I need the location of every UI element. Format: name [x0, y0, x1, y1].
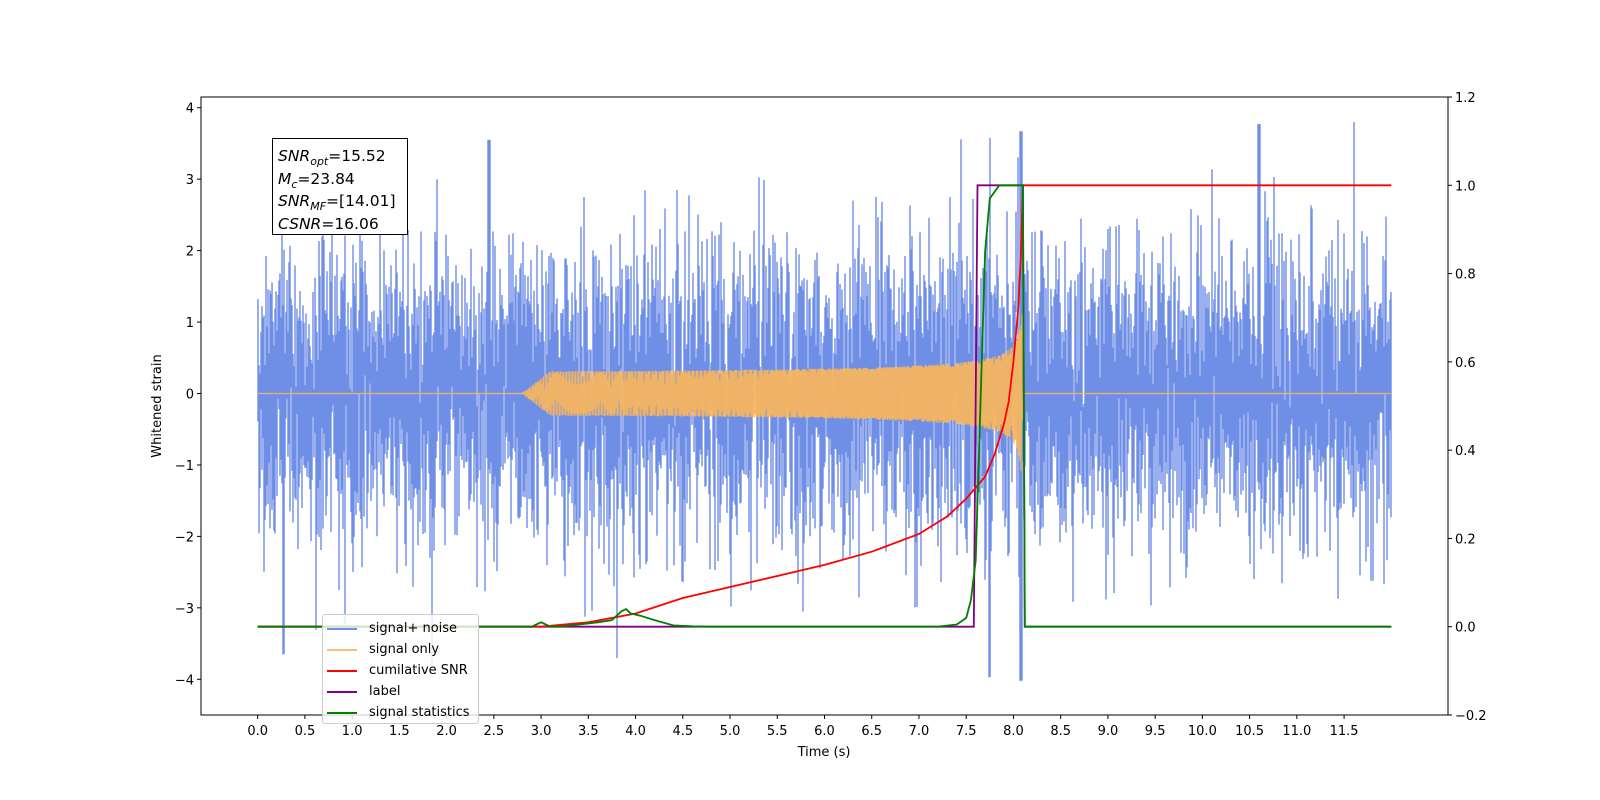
y-tick-label: 1: [186, 316, 194, 331]
legend-label: signal statistics: [369, 705, 470, 720]
y2-axis-ticks: −0.2 0.0 0.2 0.4 0.6 0.8 1.0 1.2: [1448, 91, 1487, 724]
x-tick-label: 0.5: [295, 724, 316, 739]
y2-tick-label: 0.2: [1455, 532, 1476, 547]
legend-swatch: [327, 711, 357, 714]
x-tick-label: 11.0: [1282, 724, 1311, 739]
y-tick-label: −1: [175, 459, 194, 474]
y2-tick-label: 0.6: [1455, 356, 1476, 371]
series-signal-only: [258, 314, 1391, 471]
y-axis-ticks: −4 −3 −2 −1 0 1 2 3 4: [175, 102, 201, 688]
chirp-mass-annotation: Mc=23.84: [278, 169, 355, 191]
cumilative-snr-line: [257, 184, 1392, 628]
legend-swatch: [327, 627, 357, 630]
y-tick-label: 0: [186, 387, 194, 402]
stats-annotation-box: SNRopt=15.52 Mc=23.84 SNRMF=[14.01] CSNR…: [272, 138, 408, 235]
y-tick-label: −3: [175, 602, 194, 617]
series-right-axis: [257, 184, 1392, 628]
y2-tick-label: −0.2: [1455, 709, 1487, 724]
legend-item-signal-only: signal only: [327, 639, 478, 660]
legend-item-signal-noise: signal+ noise: [327, 618, 478, 639]
legend-item-cumulative-snr: cumilative SNR: [327, 660, 478, 681]
x-tick-label: 11.5: [1330, 724, 1359, 739]
x-tick-label: 10.5: [1235, 724, 1264, 739]
x-tick-label: 1.5: [389, 724, 410, 739]
x-tick-label: 7.0: [909, 724, 930, 739]
legend-item-label: label: [327, 681, 478, 702]
x-tick-label: 8.0: [1003, 724, 1024, 739]
y2-tick-label: 1.0: [1455, 179, 1476, 194]
y-axis-label: Whitened strain: [150, 354, 165, 457]
x-tick-label: 5.5: [767, 724, 788, 739]
x-tick-label: 10.0: [1188, 724, 1217, 739]
y-tick-label: 2: [186, 245, 194, 260]
x-tick-label: 0.0: [247, 724, 268, 739]
x-tick-label: 7.5: [956, 724, 977, 739]
snr-opt-annotation: SNRopt=15.52: [278, 147, 386, 169]
legend-swatch: [327, 648, 357, 651]
y-tick-label: 4: [186, 102, 194, 117]
legend-label: cumilative SNR: [369, 663, 468, 678]
x-tick-label: 9.0: [1098, 724, 1119, 739]
x-tick-label: 6.0: [814, 724, 835, 739]
legend: signal+ noise signal only cumilative SNR…: [322, 614, 479, 724]
x-tick-label: 9.5: [1145, 724, 1166, 739]
y-tick-label: 3: [186, 173, 194, 188]
signal-only-line: [258, 314, 1391, 471]
legend-label: signal only: [369, 642, 440, 657]
x-tick-label: 8.5: [1050, 724, 1071, 739]
x-tick-label: 4.0: [625, 724, 646, 739]
legend-label: label: [369, 684, 401, 699]
y-tick-label: −2: [175, 530, 194, 545]
legend-swatch: [327, 690, 357, 693]
x-tick-label: 4.5: [672, 724, 693, 739]
legend-item-signal-statistics: signal statistics: [327, 702, 478, 723]
x-tick-label: 5.0: [720, 724, 741, 739]
y2-tick-label: 0.4: [1455, 444, 1476, 459]
x-tick-label: 2.0: [436, 724, 457, 739]
y2-tick-label: 0.8: [1455, 268, 1476, 283]
x-axis-ticks: 0.0 0.5 1.0 1.5 2.0 2.5 3.0 3.5 4.0 4.5 5.0 5.5 6.0 6…: [247, 715, 1359, 739]
snr-mf-annotation: SNRMF=[14.01]: [278, 192, 396, 214]
x-tick-label: 2.5: [484, 724, 505, 739]
y2-tick-label: 0.0: [1455, 621, 1476, 636]
legend-swatch: [327, 669, 357, 672]
x-tick-label: 3.5: [578, 724, 599, 739]
x-tick-label: 3.0: [531, 724, 552, 739]
y2-tick-label: 1.2: [1455, 91, 1476, 106]
x-tick-label: 6.5: [861, 724, 882, 739]
legend-label: signal+ noise: [369, 621, 458, 636]
x-tick-label: 1.0: [342, 724, 363, 739]
signal-statistics-line: [257, 184, 1392, 628]
y-tick-label: −4: [175, 673, 194, 688]
csnr-annotation: CSNR=16.06: [278, 214, 379, 233]
x-axis-label: Time (s): [797, 745, 851, 760]
